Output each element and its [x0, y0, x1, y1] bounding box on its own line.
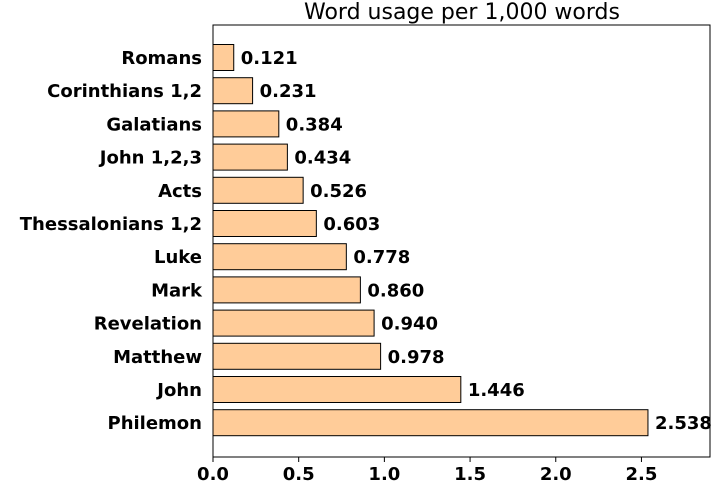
- x-axis: 0.0 0.5 1.0 1.5 2.0 2.5: [197, 457, 657, 485]
- category-label-thessalonians-1-2: Thessalonians 1,2: [20, 214, 202, 235]
- value-label-thessalonians-1-2: 0.603: [323, 214, 380, 235]
- bars-group: [212, 44, 649, 437]
- bar-philemon: [212, 409, 649, 437]
- category-label-john-1-2-3: John 1,2,3: [98, 148, 202, 169]
- bar-corinthians-1-2: [212, 77, 254, 105]
- category-label-revelation: Revelation: [94, 314, 202, 335]
- bar-mark: [212, 276, 361, 304]
- value-label-matthew: 0.978: [388, 347, 445, 368]
- category-label-acts: Acts: [158, 181, 202, 202]
- value-labels: 0.121 0.231 0.384 0.434 0.526 0.603 0.778 0.860…: [241, 48, 712, 434]
- category-label-matthew: Matthew: [113, 347, 202, 368]
- category-label-philemon: Philemon: [108, 413, 203, 434]
- category-label-mark: Mark: [151, 280, 203, 301]
- category-label-romans: Romans: [121, 48, 202, 69]
- value-label-philemon: 2.538: [655, 413, 712, 434]
- chart-title: Word usage per 1,000 words: [304, 0, 620, 25]
- category-labels: Romans Corinthians 1,2 Galatians John 1,2,3…: [20, 48, 203, 434]
- bar-thessalonians-1-2: [212, 210, 317, 237]
- value-label-romans: 0.121: [241, 48, 298, 69]
- plot-frame: [212, 24, 711, 458]
- x-tick-label: 2.5: [626, 464, 658, 485]
- bar-revelation: [212, 309, 375, 337]
- value-label-corinthians-1-2: 0.231: [260, 81, 317, 102]
- category-label-john: John: [155, 380, 202, 401]
- value-label-luke: 0.778: [353, 247, 410, 268]
- value-label-john: 1.446: [468, 380, 525, 401]
- value-label-revelation: 0.940: [381, 314, 438, 335]
- x-tick-label: 0.0: [197, 464, 229, 485]
- value-label-galatians: 0.384: [286, 114, 343, 135]
- bar-matthew: [212, 342, 382, 370]
- bar-john: [212, 376, 462, 403]
- value-label-john-1-2-3: 0.434: [294, 148, 351, 169]
- category-label-galatians: Galatians: [106, 114, 202, 135]
- bar-galatians: [212, 110, 280, 138]
- value-label-acts: 0.526: [310, 181, 367, 202]
- category-label-luke: Luke: [154, 247, 202, 268]
- bar-acts: [212, 176, 304, 204]
- x-tick-label: 2.0: [540, 464, 572, 485]
- bar-romans: [212, 44, 235, 71]
- x-tick-label: 0.5: [283, 464, 315, 485]
- bar-john-1-2-3: [212, 143, 288, 171]
- bar-luke: [212, 243, 347, 271]
- x-tick-label: 1.5: [454, 464, 486, 485]
- category-label-corinthians-1-2: Corinthians 1,2: [47, 81, 202, 102]
- value-label-mark: 0.860: [367, 280, 424, 301]
- x-tick-label: 1.0: [368, 464, 400, 485]
